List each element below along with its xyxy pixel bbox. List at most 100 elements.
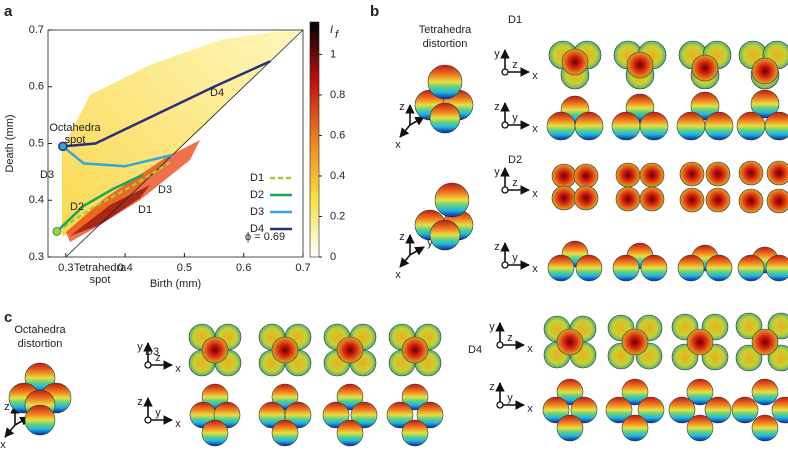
sphere — [705, 161, 731, 187]
sphere — [401, 383, 429, 411]
panel-label: a — [4, 3, 13, 20]
axis-letter: z — [494, 241, 500, 253]
series-line — [56, 159, 174, 233]
colorbar-label: I — [330, 24, 333, 36]
series-line — [62, 60, 271, 148]
sphere — [551, 163, 577, 189]
sphere — [336, 419, 364, 447]
sphere — [561, 48, 589, 76]
colorbar-tick-label: 0.6 — [330, 129, 345, 141]
axis-triad: z x y — [494, 241, 538, 275]
axis-letter: y — [512, 252, 518, 264]
sphere — [551, 185, 577, 211]
sphere — [612, 254, 640, 282]
axis-letter: x — [532, 188, 538, 200]
panel-title: distortion — [18, 338, 63, 350]
sphere — [686, 378, 714, 406]
sphere — [271, 336, 299, 364]
axis-origin — [501, 186, 509, 194]
sphere — [738, 188, 764, 214]
density-cloud — [62, 30, 302, 242]
panel-label: c — [4, 309, 12, 326]
axis-arrow — [399, 124, 411, 138]
axis-letter: y — [507, 392, 513, 404]
axis-triad: z x y — [494, 101, 538, 135]
axis-letter: x — [395, 139, 401, 151]
sphere — [573, 185, 599, 211]
axis-letter: z — [512, 177, 518, 189]
axis-triad: y x z — [494, 48, 538, 82]
sphere — [542, 396, 570, 424]
sphere — [271, 419, 299, 447]
sphere — [621, 328, 649, 356]
axis-triad: z x y — [137, 396, 181, 430]
axis-arrow — [399, 254, 411, 268]
axis-origin — [501, 121, 509, 129]
sphere — [764, 111, 788, 141]
mode-label: D1 — [508, 14, 522, 26]
series-line — [56, 173, 144, 233]
series-label: D1 — [138, 204, 152, 216]
sphere — [556, 414, 584, 442]
sphere — [547, 254, 575, 282]
mode-label: D2 — [508, 154, 522, 166]
sphere — [704, 111, 734, 141]
sphere — [738, 160, 764, 186]
sphere — [737, 254, 765, 282]
axis-letter: x — [532, 123, 538, 135]
sphere — [350, 401, 378, 429]
axis-letter: y — [489, 321, 495, 333]
axis-origin — [144, 361, 152, 369]
panel-title: Octahedra — [14, 324, 66, 336]
sphere — [676, 111, 706, 141]
x-tick-label: 0.3 — [58, 262, 73, 274]
sphere — [201, 336, 229, 364]
annotation: spot — [65, 134, 86, 146]
sphere — [621, 378, 649, 406]
sphere — [751, 414, 779, 442]
sphere — [751, 57, 779, 85]
colorbar-label-sub: f — [335, 29, 339, 41]
sphere — [336, 336, 364, 364]
axis-letter: x — [175, 363, 181, 375]
sphere — [336, 383, 364, 411]
x-tick-label: 0.5 — [177, 262, 192, 274]
axis-letter: z — [399, 101, 405, 113]
sphere — [766, 188, 788, 214]
colorbar — [309, 21, 320, 258]
sphere — [416, 401, 444, 429]
sphere — [573, 163, 599, 189]
panel-title: Tetrahedra — [419, 24, 472, 36]
axis-letter: x — [175, 418, 181, 430]
sphere — [735, 344, 763, 372]
axis-triad: y x z — [489, 321, 533, 355]
panel-title: distortion — [423, 38, 468, 50]
sphere — [429, 102, 461, 134]
sphere — [640, 254, 668, 282]
sphere — [736, 111, 766, 141]
diagonal — [65, 29, 304, 258]
y-tick-label: 0.6 — [29, 81, 44, 93]
colorbar-tick-label: 1 — [330, 48, 336, 60]
sphere — [691, 54, 719, 82]
axis-letter: x — [532, 263, 538, 275]
sphere — [765, 254, 788, 282]
axis-letter: y — [427, 237, 433, 249]
sphere — [575, 254, 603, 282]
sphere — [751, 378, 779, 406]
annotation: Octahedra — [49, 122, 101, 134]
y-axis-label: Death (mm) — [4, 114, 16, 172]
sphere — [751, 328, 779, 356]
sphere — [556, 378, 584, 406]
sphere — [639, 162, 665, 188]
colorbar-tick-label: 0 — [330, 251, 336, 263]
axis-letter: z — [494, 101, 500, 113]
x-tick-label: 0.4 — [117, 262, 132, 274]
axis-letter: z — [489, 381, 495, 393]
sphere — [750, 89, 780, 119]
legend-label: D3 — [250, 206, 264, 218]
sphere — [322, 401, 350, 429]
sphere — [570, 396, 598, 424]
sphere — [705, 254, 733, 282]
